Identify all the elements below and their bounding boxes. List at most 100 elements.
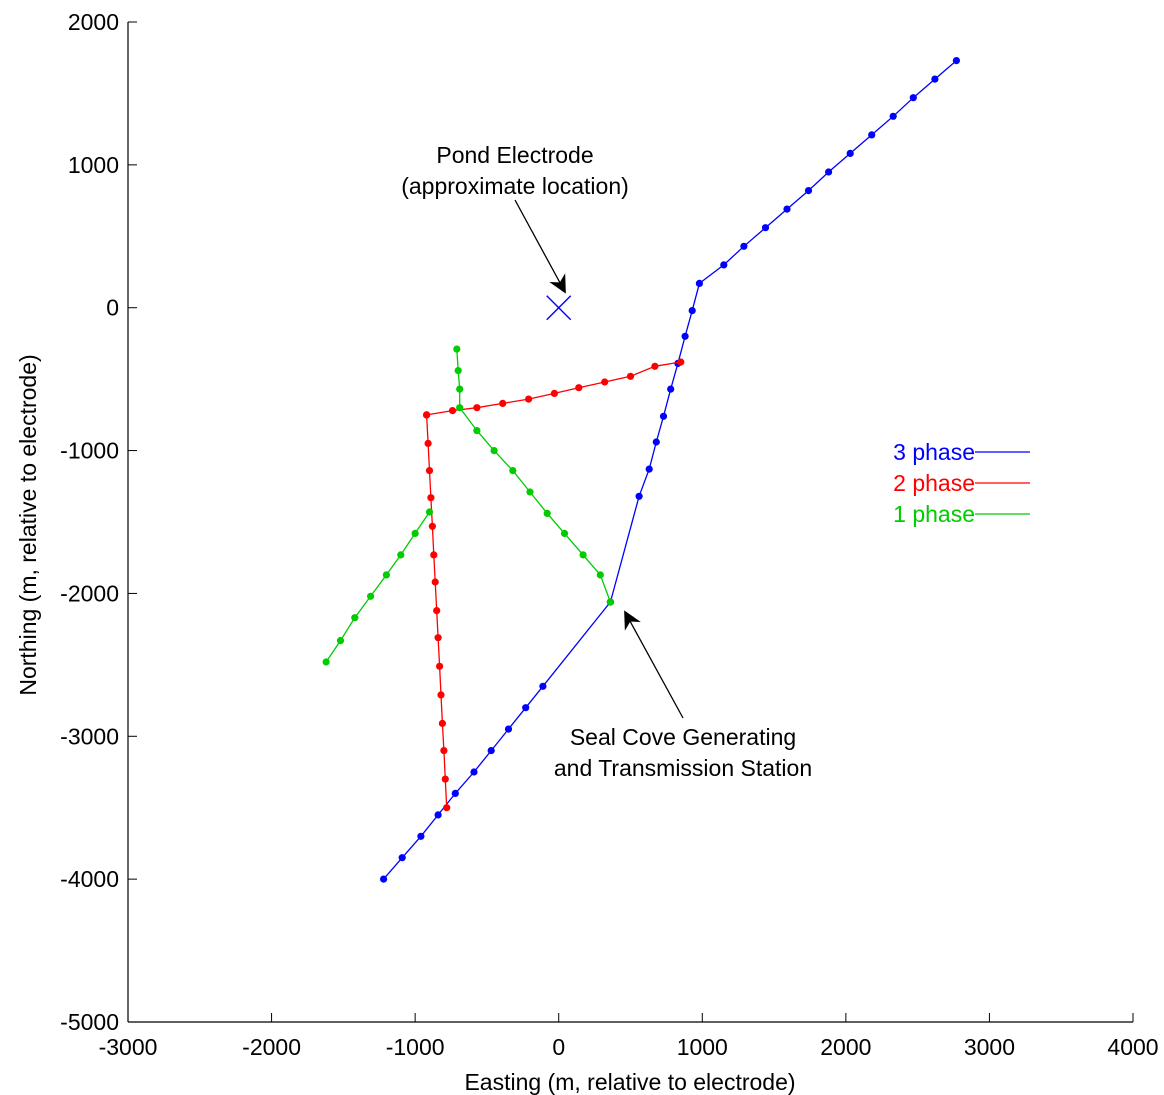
data-point-2-phase — [601, 378, 609, 386]
data-point-1-phase — [509, 467, 517, 475]
data-point-1-phase — [606, 598, 615, 606]
legend-label-2-phase: 2 phase — [893, 470, 975, 496]
data-point-2-phase — [575, 384, 583, 392]
axes: -3000 -2000 -1000 0 1000 2000 3000 4000 2000 1000… — [60, 9, 1158, 1060]
data-point-3-phase — [451, 789, 459, 798]
data-point-2-phase — [443, 804, 451, 812]
data-point-3-phase — [868, 131, 876, 139]
data-point-3-phase — [825, 168, 833, 176]
data-point-2-phase — [423, 411, 431, 419]
annotation: Pond Electrode (approximate location) — [401, 142, 629, 294]
y-tick-label: -1000 — [60, 438, 119, 464]
x-tick-label: 1000 — [677, 1034, 728, 1060]
data-point-2-phase — [473, 404, 481, 412]
data-point-2-phase — [428, 522, 436, 530]
y-tick-label: 1000 — [68, 152, 119, 178]
data-point-1-phase — [382, 571, 390, 579]
data-point-1-phase — [543, 509, 551, 517]
data-point-3-phase — [688, 307, 696, 315]
annotation: Seal Cove Generating and Transmission Sta… — [554, 610, 812, 781]
legend-label-3-phase: 3 phase — [893, 439, 975, 465]
y-axis-label: Northing (m, relative to electrode) — [15, 354, 41, 695]
data-point-1-phase — [367, 592, 375, 600]
data-point-1-phase — [397, 551, 405, 559]
series-2-phase — [423, 358, 685, 812]
y-tick-label: -5000 — [60, 1009, 119, 1035]
series-line-3-phase — [609, 60, 957, 603]
annotation-layer: Pond Electrode (approximate location) Seal… — [401, 142, 812, 781]
data-point-2-phase — [424, 439, 432, 447]
annotation-text: Pond Electrode — [436, 142, 593, 168]
data-point-1-phase — [351, 614, 359, 622]
data-point-2-phase — [499, 399, 507, 407]
data-point-2-phase — [448, 407, 457, 415]
series-line-1-phase — [325, 511, 431, 663]
data-point-3-phase — [667, 385, 675, 393]
data-point-3-phase — [659, 412, 668, 420]
series-line-2-phase — [426, 361, 681, 416]
x-tick-label: 0 — [552, 1034, 565, 1060]
data-point-2-phase — [525, 395, 533, 403]
data-point-1-phase — [526, 488, 534, 496]
data-point-3-phase — [652, 438, 660, 446]
legend-label-1-phase: 1 phase — [893, 501, 975, 527]
marker-x-stroke — [546, 295, 572, 321]
annotation-text: Seal Cove Generating — [570, 724, 796, 750]
pond-electrode-marker — [546, 295, 572, 321]
data-point-1-phase — [456, 385, 464, 393]
annotation-arrow — [624, 610, 684, 719]
data-point-3-phase — [740, 242, 748, 250]
x-tick-label: 2000 — [820, 1034, 871, 1060]
y-tick-label: -3000 — [60, 723, 119, 749]
data-point-3-phase — [846, 149, 854, 157]
x-tick-label: -3000 — [99, 1034, 158, 1060]
data-point-2-phase — [626, 372, 635, 380]
x-tick-label: -2000 — [242, 1034, 301, 1060]
data-point-2-phase — [430, 551, 438, 559]
data-point-2-phase — [434, 634, 442, 642]
data-point-2-phase — [427, 494, 435, 502]
data-point-2-phase — [550, 389, 559, 397]
data-point-3-phase — [470, 768, 478, 776]
data-point-2-phase — [440, 747, 448, 755]
data-point-1-phase — [456, 404, 464, 412]
data-point-1-phase — [596, 571, 604, 579]
x-tick-label: -1000 — [386, 1034, 445, 1060]
data-point-1-phase — [336, 637, 345, 645]
data-point-1-phase — [579, 551, 587, 559]
data-point-3-phase — [720, 261, 728, 269]
series-line-1-phase — [456, 349, 612, 603]
data-point-2-phase — [437, 691, 445, 699]
data-point-3-phase — [522, 704, 530, 712]
marker-layer — [546, 295, 572, 321]
data-point-1-phase — [490, 447, 498, 455]
data-point-3-phase — [539, 682, 547, 690]
data-point-3-phase — [931, 75, 939, 83]
data-point-2-phase — [651, 362, 659, 370]
data-point-3-phase — [761, 224, 770, 232]
series-1-phase — [322, 345, 615, 666]
annotation-text: and Transmission Station — [554, 755, 812, 781]
data-point-1-phase — [425, 508, 434, 516]
data-point-3-phase — [417, 832, 425, 840]
data-point-1-phase — [453, 345, 461, 353]
data-point-3-phase — [909, 94, 917, 102]
data-point-2-phase — [436, 662, 444, 670]
data-point-3-phase — [804, 187, 813, 195]
x-axis-label: Easting (m, relative to electrode) — [464, 1069, 795, 1095]
data-point-1-phase — [473, 427, 481, 435]
x-tick-label: 3000 — [964, 1034, 1015, 1060]
data-point-3-phase — [645, 465, 653, 473]
y-tick-label: -2000 — [60, 580, 119, 606]
data-point-3-phase — [434, 811, 442, 819]
data-point-1-phase — [322, 658, 330, 666]
data-point-2-phase — [677, 358, 685, 366]
data-point-2-phase — [431, 578, 439, 586]
data-point-3-phase — [681, 332, 689, 340]
data-point-3-phase — [504, 725, 513, 733]
data-point-2-phase — [433, 607, 441, 615]
data-point-3-phase — [487, 747, 495, 755]
data-point-2-phase — [441, 775, 449, 783]
data-point-3-phase — [952, 57, 961, 65]
